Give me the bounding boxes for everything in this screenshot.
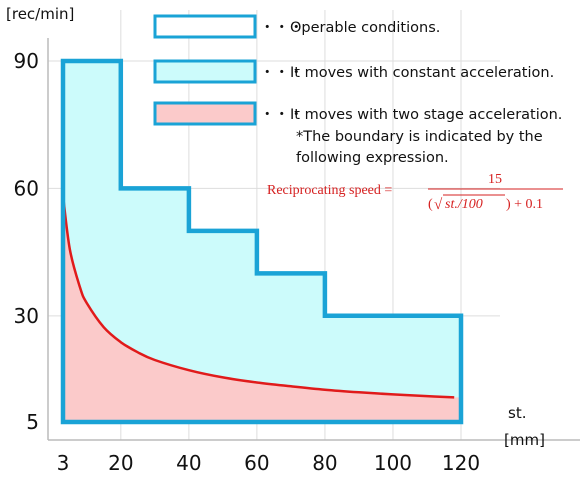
operable-outline bbox=[60, 58, 464, 425]
y-tick-label: 30 bbox=[14, 304, 39, 328]
legend-label-constant: It moves with constant acceleration. bbox=[290, 65, 554, 81]
legend: ・・・ Operable conditions. ・・・ It moves wi… bbox=[153, 14, 562, 166]
y-tick-label: 90 bbox=[14, 49, 39, 73]
x-tick-label: 40 bbox=[176, 451, 201, 475]
formula-open-paren: ( bbox=[428, 197, 433, 212]
formula-sqrt-symbol: √ bbox=[434, 197, 443, 213]
legend-label-two-stage: It moves with two stage acceleration. bbox=[290, 107, 562, 123]
x-axis-unit: [mm] bbox=[504, 431, 545, 449]
formula-close: ) + 0.1 bbox=[506, 197, 543, 212]
legend-prefix-constant: ・・・ bbox=[260, 65, 304, 81]
boundary-curve bbox=[61, 195, 455, 399]
legend-swatch-two-stage bbox=[153, 101, 257, 126]
x-tick-label: 20 bbox=[108, 451, 133, 475]
x-tick-label: 60 bbox=[244, 451, 269, 475]
formula: Reciprocating speed = 15 ( √ st./100 ) +… bbox=[267, 172, 563, 213]
y-axis-title: [rec/min] bbox=[6, 5, 74, 23]
legend-prefix-two-stage: ・・・ bbox=[260, 107, 304, 123]
x-tick-label: 3 bbox=[57, 451, 70, 475]
formula-numerator: 15 bbox=[488, 172, 502, 187]
two-stage-area bbox=[63, 195, 461, 422]
x-tick-label: 120 bbox=[442, 451, 480, 475]
axes bbox=[47, 38, 580, 441]
operable-area bbox=[63, 61, 461, 422]
legend-swatch-constant bbox=[153, 59, 257, 84]
x-tick-label: 100 bbox=[374, 451, 412, 475]
legend-swatch-operable bbox=[153, 14, 257, 39]
note-line-2: following expression. bbox=[296, 150, 449, 166]
x-axis-title: st. bbox=[508, 404, 526, 422]
x-tick-label: 80 bbox=[312, 451, 337, 475]
note-line-1: *The boundary is indicated by the bbox=[296, 129, 543, 145]
x-ticks: 3 20 40 60 80 100 120 bbox=[57, 451, 480, 475]
formula-sqrt-arg: st./100 bbox=[445, 197, 483, 212]
y-tick-label: 60 bbox=[14, 176, 39, 200]
y-ticks: 5 30 60 90 bbox=[14, 49, 39, 434]
legend-prefix-operable: ・・・ bbox=[260, 20, 304, 36]
y-tick-label: 5 bbox=[26, 410, 39, 434]
legend-label-operable: Operable conditions. bbox=[290, 20, 440, 36]
formula-left: Reciprocating speed = bbox=[267, 183, 392, 198]
